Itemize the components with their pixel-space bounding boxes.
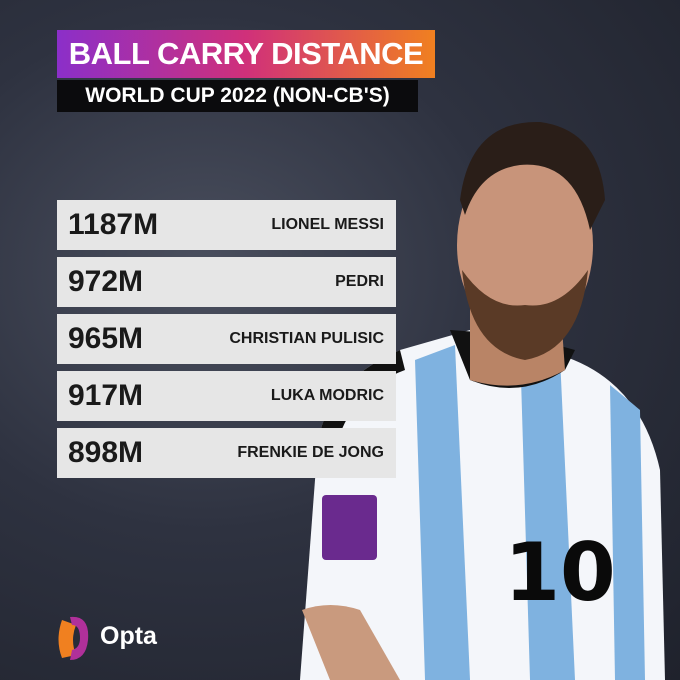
- table-row: 965M CHRISTIAN PULISIC: [57, 314, 396, 364]
- player-name: LUKA MODRIC: [270, 387, 384, 404]
- distance: 972M: [68, 265, 144, 298]
- jersey-number: 10: [504, 526, 615, 619]
- distance: 917M: [68, 379, 144, 412]
- subtitle: WORLD CUP 2022 (NON-CB'S): [57, 80, 418, 112]
- player-name: LIONEL MESSI: [271, 216, 384, 233]
- player-name: PEDRI: [335, 273, 384, 290]
- distance: 898M: [68, 436, 144, 469]
- distance: 1187M: [68, 208, 159, 241]
- table-row: 1187M LIONEL MESSI: [57, 200, 396, 250]
- player-name: FRENKIE DE JONG: [237, 444, 384, 461]
- distance: 965M: [68, 322, 144, 355]
- title: BALL CARRY DISTANCE: [57, 30, 435, 78]
- table-row: 917M LUKA MODRIC: [57, 371, 396, 421]
- player-name: CHRISTIAN PULISIC: [229, 330, 384, 347]
- table-row: 898M FRENKIE DE JONG: [57, 428, 396, 478]
- table-row: 972M PEDRI: [57, 257, 396, 307]
- brand: Opta: [100, 622, 157, 650]
